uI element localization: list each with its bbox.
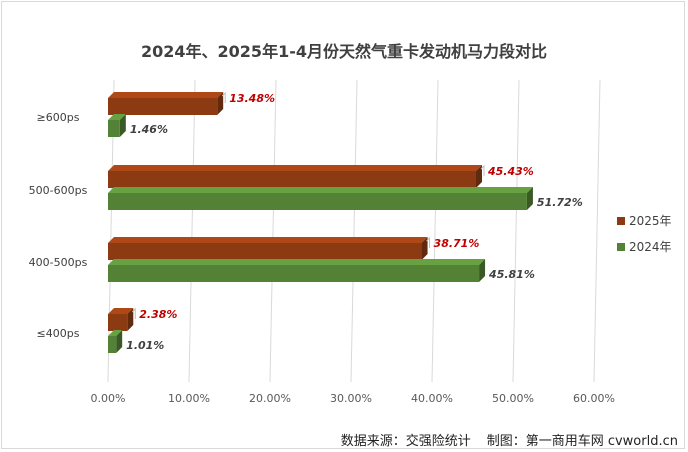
leader-line: [131, 307, 136, 319]
bar-2024: [108, 114, 126, 137]
bar-top-face: [108, 92, 224, 98]
bar-2024: [108, 187, 533, 210]
category-label: ≤400ps: [37, 327, 80, 340]
bar-side-face: [116, 330, 123, 353]
chart-title: 2024年、2025年1-4月份天然气重卡发动机马力段对比: [141, 42, 547, 61]
legend-label: 2025年: [629, 214, 672, 228]
footer: 数据来源：交强险统计 制图：第一商用车网 cvworld.cn: [341, 430, 678, 449]
data-label: 13.48%: [229, 92, 275, 105]
data-label: 51.72%: [537, 196, 583, 209]
bar-top-face: [108, 237, 428, 243]
data-label: 1.46%: [130, 123, 168, 136]
data-label: 45.81%: [488, 268, 535, 281]
bar-front-face: [108, 314, 128, 331]
bars: [108, 92, 533, 353]
bar-2024: [108, 259, 486, 282]
x-tick-label: 60.00%: [573, 392, 615, 405]
data-labels: 13.48% 1.46% 45.43% 51.72% 38.71% 45.81% 2.38%…: [126, 91, 583, 352]
x-tick-label: 40.00%: [411, 392, 453, 405]
bar-top-face: [108, 114, 126, 120]
bar-side-face: [421, 237, 428, 260]
maker-note: 制图：第一商用车网 cvworld.cn: [486, 434, 678, 449]
bar-front-face: [108, 98, 218, 115]
leader-line: [480, 164, 485, 176]
bar-side-face: [475, 165, 482, 188]
x-tick-label: 50.00%: [492, 392, 534, 405]
x-axis-ticks: 0.00% 10.00% 20.00% 30.00% 40.00% 50.00% 60.00…: [91, 392, 615, 405]
category-label: 400-500ps: [29, 256, 88, 269]
bar-side-face: [119, 114, 126, 137]
legend-swatch: [617, 243, 625, 251]
bar-front-face: [108, 336, 117, 353]
gridline: [593, 79, 601, 383]
bar-front-face: [108, 265, 480, 282]
gridline: [431, 79, 439, 383]
bar-top-face: [108, 165, 482, 171]
data-label: 45.43%: [487, 165, 534, 178]
bar-2025: [108, 237, 428, 260]
bar-2024: [108, 330, 123, 353]
data-label: 1.01%: [126, 339, 164, 352]
gridline: [350, 79, 358, 383]
legend-swatch: [617, 217, 625, 225]
gridline: [512, 79, 520, 383]
legend: 2025年 2024年: [617, 214, 672, 254]
bar-2025: [108, 308, 134, 331]
bar-top-face: [108, 330, 123, 336]
bar-front-face: [108, 193, 527, 210]
gridline: [269, 79, 277, 383]
gridlines: [107, 79, 601, 383]
category-label: ≥600ps: [37, 111, 80, 124]
bar-2025: [108, 92, 224, 115]
leader-line: [221, 91, 226, 103]
bar-top-face: [108, 308, 134, 314]
bar-front-face: [108, 243, 422, 260]
category-label: 500-600ps: [29, 184, 88, 197]
bar-side-face: [127, 308, 134, 331]
bar-front-face: [108, 120, 120, 137]
bar-top-face: [108, 187, 533, 193]
legend-label: 2024年: [629, 240, 672, 254]
bar-2025: [108, 165, 482, 188]
bar-side-face: [479, 259, 486, 282]
x-tick-label: 0.00%: [91, 392, 126, 405]
bar-side-face: [217, 92, 224, 115]
data-label: 38.71%: [434, 237, 480, 250]
bar-front-face: [108, 171, 476, 188]
category-labels: ≥600ps 500-600ps 400-500ps ≤400ps: [29, 111, 88, 340]
leader-line: [426, 236, 431, 248]
x-tick-label: 20.00%: [249, 392, 291, 405]
gridline: [188, 79, 196, 383]
bar-side-face: [526, 187, 533, 210]
bar-top-face: [108, 259, 486, 265]
data-label: 2.38%: [139, 308, 177, 321]
x-tick-label: 10.00%: [168, 392, 210, 405]
x-tick-label: 30.00%: [330, 392, 372, 405]
source-note: 数据来源：交强险统计: [340, 434, 471, 449]
